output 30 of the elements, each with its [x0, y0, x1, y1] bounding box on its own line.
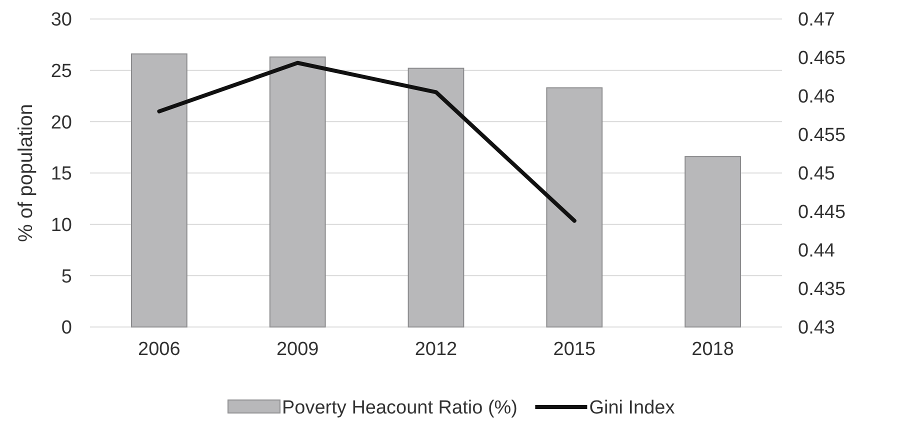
y2-tick-label: 0.455	[798, 125, 846, 146]
y-tick-label: 10	[50, 214, 72, 236]
bar	[269, 56, 326, 328]
y2-tick-label: 0.465	[798, 48, 846, 70]
y2-tick-label: 0.46	[798, 86, 835, 108]
legend-label: Gini Index	[589, 398, 676, 419]
line-series	[157, 60, 576, 223]
y-tick-label: 30	[50, 10, 72, 31]
x-tick-label: 2012	[414, 339, 458, 360]
bar	[546, 87, 603, 328]
y2-tick-label: 0.43	[798, 318, 835, 339]
x-tick-label: 2018	[692, 339, 734, 360]
bar	[684, 156, 741, 328]
y2-tick-label: 0.445	[798, 202, 846, 224]
y-tick-label: 20	[50, 112, 72, 134]
bar	[131, 53, 188, 328]
y-axis-title: % of population	[15, 104, 37, 242]
y2-tick-label: 0.45	[798, 164, 835, 185]
y-tick-label: 0	[61, 318, 72, 339]
y-tick-label: 15	[50, 164, 72, 185]
x-tick-label: 2009	[276, 339, 319, 360]
x-tick-label: 2006	[138, 339, 180, 360]
y-tick-label: 5	[61, 266, 72, 288]
y-tick-label: 25	[50, 60, 72, 82]
bar	[408, 68, 464, 328]
y2-tick-label: 0.47	[798, 10, 835, 31]
y2-tick-label: 0.44	[798, 240, 836, 262]
y2-tick-label: 0.435	[798, 279, 846, 300]
legend-label: Poverty Heacount Ratio (%)	[282, 398, 518, 419]
x-tick-label: 2015	[553, 339, 596, 360]
